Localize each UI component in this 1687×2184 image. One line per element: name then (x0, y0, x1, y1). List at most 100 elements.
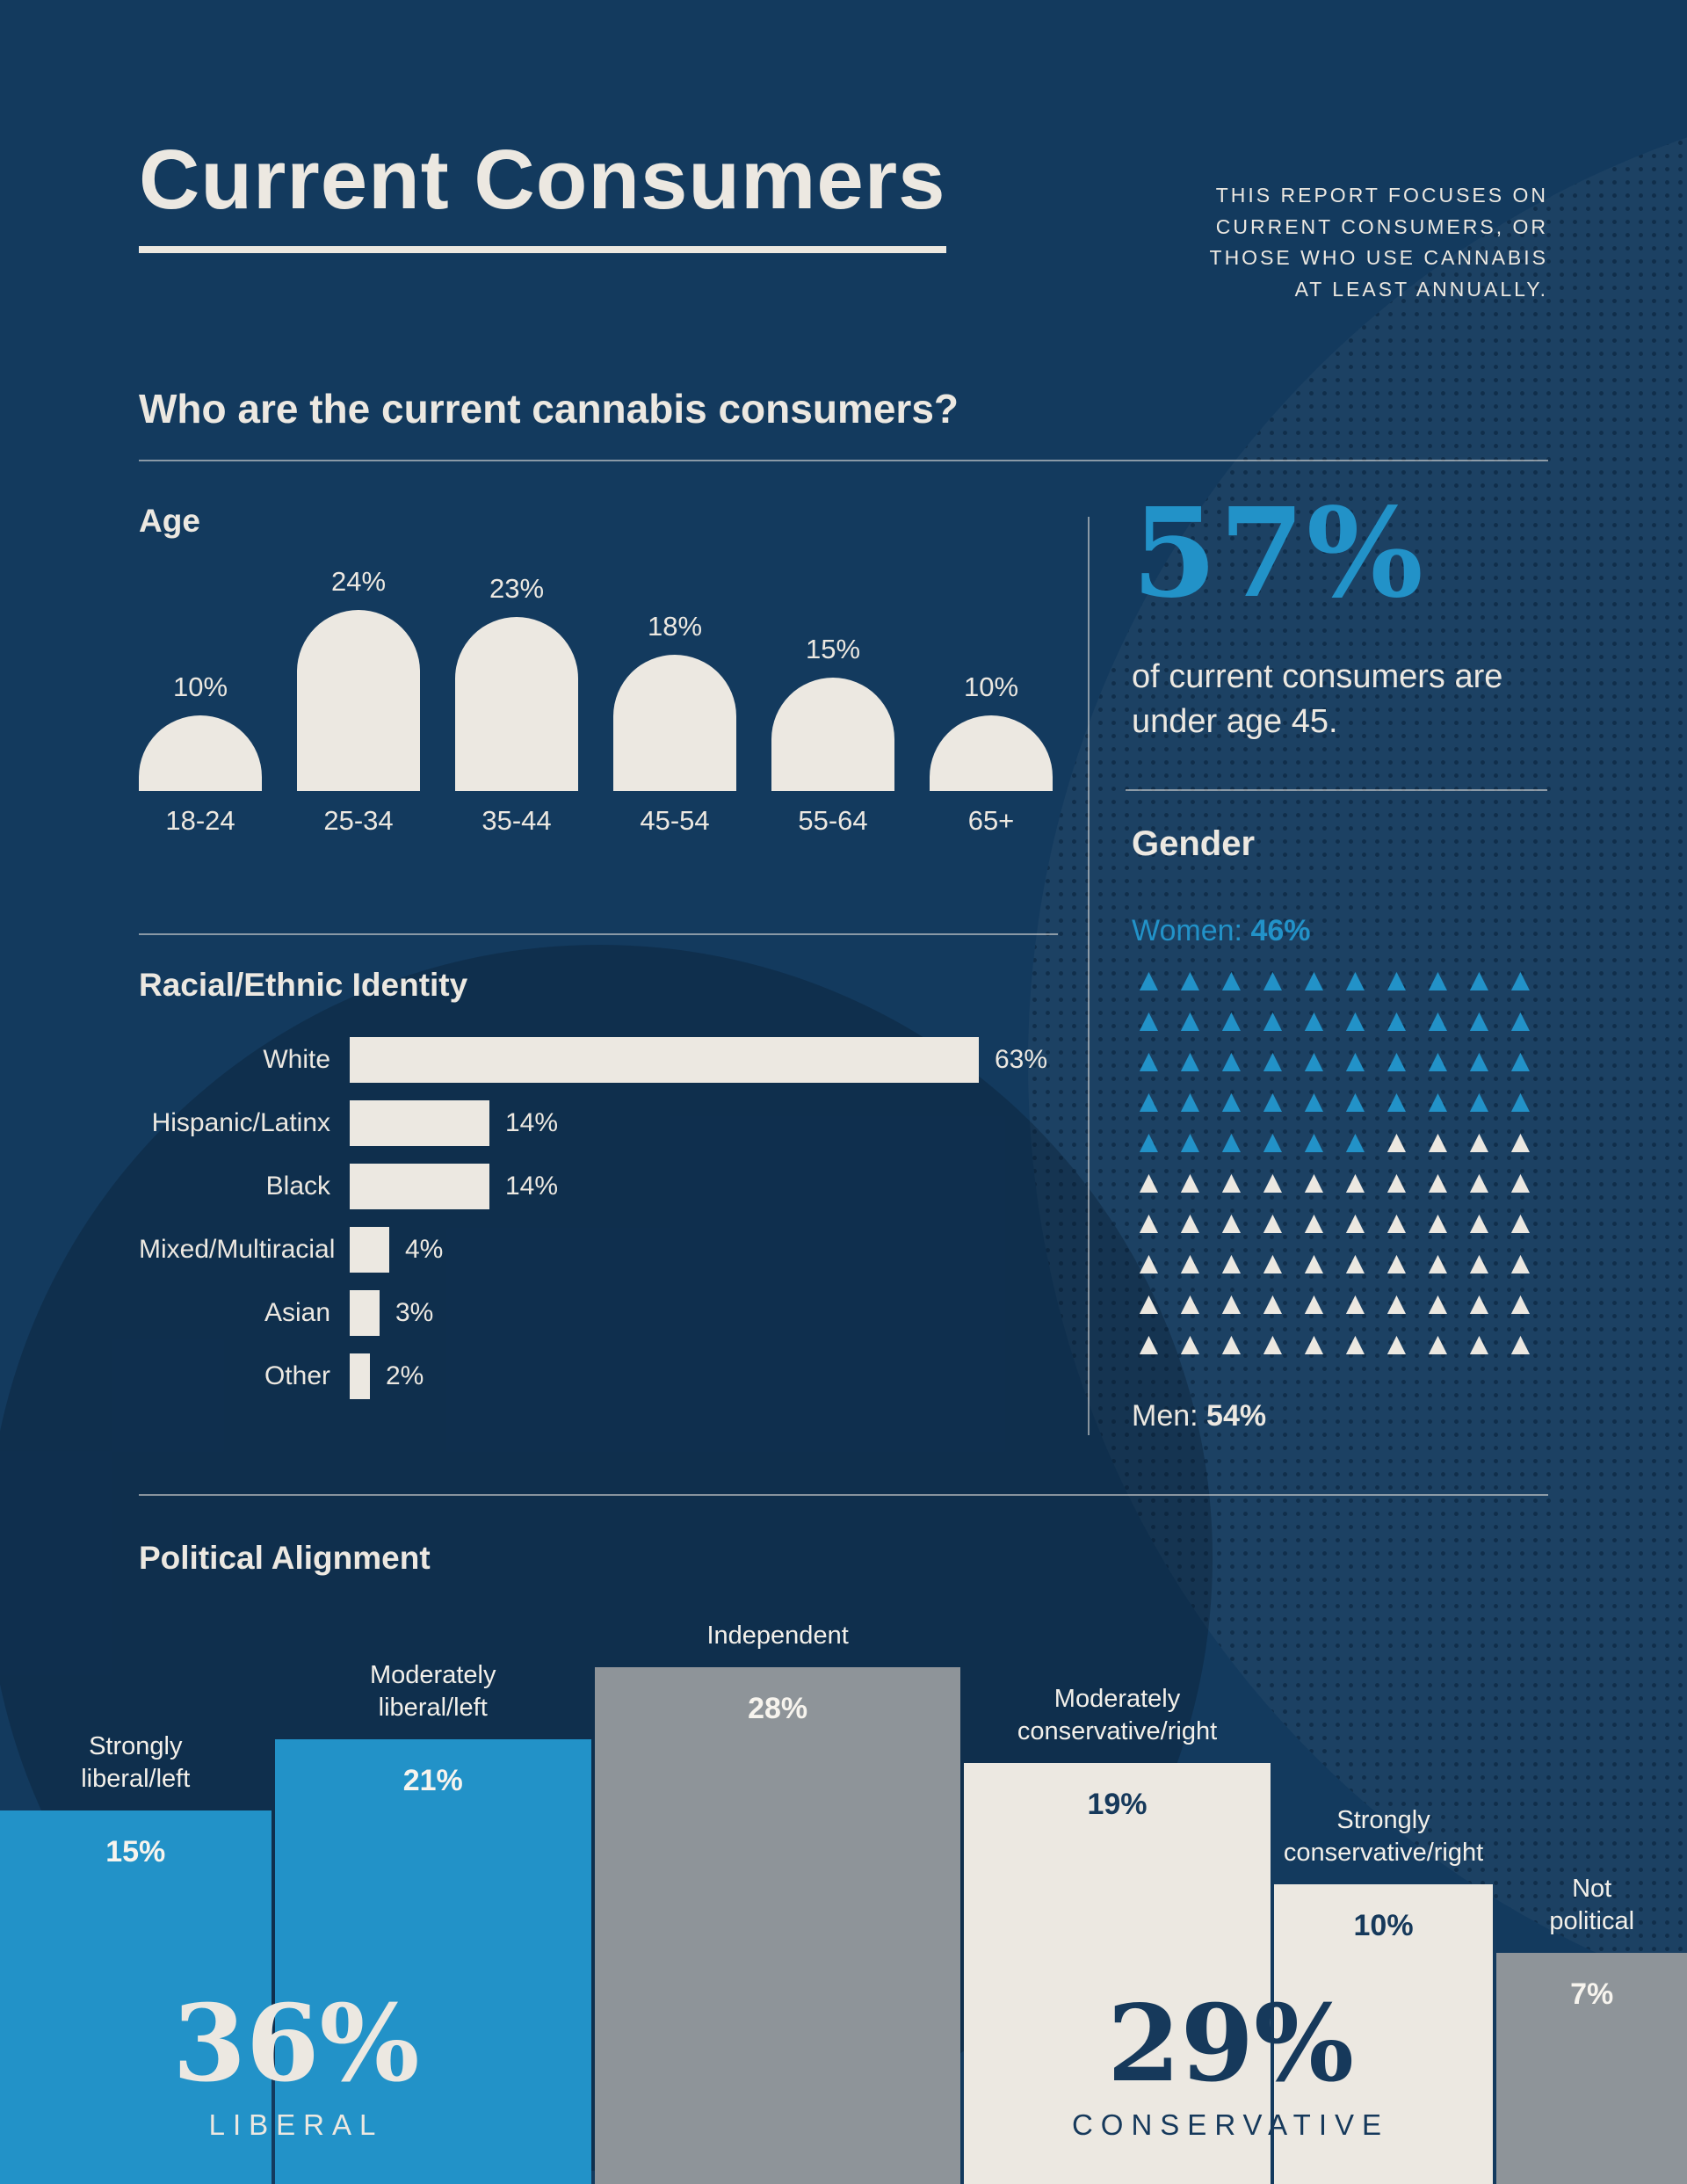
age-bar (139, 715, 262, 791)
political-column: Not political 7% (1496, 1617, 1687, 2184)
political-value-label: 7% (1570, 1977, 1614, 2011)
woman-icon: ▲ (1422, 1083, 1454, 1119)
race-value-label: 14% (505, 1172, 559, 1201)
man-icon: ▲ (1133, 1244, 1165, 1281)
race-bar (350, 1037, 979, 1083)
woman-icon: ▲ (1339, 961, 1372, 998)
woman-icon: ▲ (1174, 1002, 1206, 1038)
race-bar (350, 1227, 389, 1273)
woman-icon: ▲ (1380, 1083, 1413, 1119)
man-icon: ▲ (1298, 1204, 1330, 1240)
political-category-label: Moderately conservative/right (1017, 1684, 1218, 1746)
woman-icon: ▲ (1215, 1002, 1248, 1038)
divider-horizontal-age (139, 933, 1058, 935)
woman-icon: ▲ (1174, 961, 1206, 998)
woman-icon: ▲ (1174, 1083, 1206, 1119)
race-value-label: 14% (505, 1108, 559, 1137)
woman-icon: ▲ (1215, 1083, 1248, 1119)
age-column: 10% 18-24 (139, 671, 262, 837)
woman-icon: ▲ (1298, 1123, 1330, 1159)
man-icon: ▲ (1215, 1164, 1248, 1200)
liberal-summary-value: 36% (172, 1982, 420, 2106)
man-icon: ▲ (1256, 1204, 1289, 1240)
man-icon: ▲ (1422, 1204, 1454, 1240)
political-column: Strongly liberal/left 15% (0, 1617, 272, 2184)
man-icon: ▲ (1422, 1285, 1454, 1321)
political-chart: Strongly liberal/left 15% Moderately liber… (0, 1617, 1687, 2184)
man-icon: ▲ (1380, 1244, 1413, 1281)
woman-icon: ▲ (1298, 1042, 1330, 1078)
woman-icon: ▲ (1463, 1002, 1495, 1038)
woman-icon: ▲ (1504, 1042, 1537, 1078)
man-icon: ▲ (1133, 1164, 1165, 1200)
age-category-label: 25-34 (323, 805, 394, 836)
political-value-label: 21% (402, 1764, 463, 1797)
men-label: Men: (1132, 1399, 1198, 1433)
man-icon: ▲ (1380, 1164, 1413, 1200)
page-title: Current Consumers (139, 132, 946, 253)
man-icon: ▲ (1174, 1285, 1206, 1321)
woman-icon: ▲ (1133, 1002, 1165, 1038)
man-icon: ▲ (1339, 1204, 1372, 1240)
race-row: Black 14% (139, 1164, 1057, 1209)
man-icon: ▲ (1463, 1244, 1495, 1281)
race-bar (350, 1164, 489, 1209)
political-bar: 21% (274, 1739, 591, 2184)
under-45-stat-value: 57% (1132, 482, 1425, 626)
age-category-label: 45-54 (640, 805, 710, 836)
man-icon: ▲ (1504, 1285, 1537, 1321)
man-icon: ▲ (1256, 1285, 1289, 1321)
woman-icon: ▲ (1256, 1002, 1289, 1038)
man-icon: ▲ (1463, 1164, 1495, 1200)
man-icon: ▲ (1380, 1204, 1413, 1240)
political-chart-bars: Strongly liberal/left 15% Moderately liber… (0, 1617, 1687, 2184)
woman-icon: ▲ (1504, 961, 1537, 998)
race-category-label: Other (264, 1361, 330, 1390)
age-value-label: 18% (647, 611, 703, 642)
man-icon: ▲ (1463, 1285, 1495, 1321)
man-icon: ▲ (1298, 1244, 1330, 1281)
race-bar (350, 1100, 489, 1146)
race-category-label: Black (265, 1172, 330, 1201)
political-bar: 19% (964, 1763, 1271, 2184)
liberal-summary: 36% LIBERAL (0, 1989, 592, 2142)
woman-icon: ▲ (1422, 961, 1454, 998)
man-icon: ▲ (1380, 1285, 1413, 1321)
woman-icon: ▲ (1256, 961, 1289, 998)
woman-icon: ▲ (1298, 961, 1330, 998)
political-bar: 15% (0, 1810, 272, 2184)
political-bar: 10% (1273, 1884, 1494, 2184)
woman-icon: ▲ (1298, 1083, 1330, 1119)
conservative-summary: 29% CONSERVATIVE (966, 1989, 1495, 2142)
man-icon: ▲ (1174, 1204, 1206, 1240)
woman-icon: ▲ (1339, 1123, 1372, 1159)
man-icon: ▲ (1339, 1285, 1372, 1321)
race-category-label: Hispanic/Latinx (151, 1108, 330, 1137)
divider-horizontal-race (139, 1494, 1548, 1496)
woman-icon: ▲ (1380, 1042, 1413, 1078)
man-icon: ▲ (1504, 1204, 1537, 1240)
race-row: Hispanic/Latinx 14% (139, 1100, 1057, 1146)
under-45-stat-text: of current consumers are under age 45. (1132, 658, 1503, 741)
liberal-summary-label: LIBERAL (208, 2108, 384, 2141)
man-icon: ▲ (1133, 1204, 1165, 1240)
section-question: Who are the current cannabis consumers? (139, 386, 959, 432)
age-value-label: 10% (963, 671, 1019, 702)
political-column: Moderately conservative/right 19% (964, 1617, 1271, 2184)
man-icon: ▲ (1256, 1325, 1289, 1361)
race-value-label: 2% (386, 1361, 424, 1390)
man-icon: ▲ (1133, 1325, 1165, 1361)
man-icon: ▲ (1504, 1244, 1537, 1281)
age-category-label: 18-24 (165, 805, 235, 836)
political-heading: Political Alignment (139, 1540, 431, 1576)
political-column: Moderately liberal/left 21% (274, 1617, 591, 2184)
age-column: 10% 65+ (930, 671, 1053, 837)
age-value-label: 23% (489, 573, 545, 604)
man-icon: ▲ (1463, 1204, 1495, 1240)
woman-icon: ▲ (1422, 1002, 1454, 1038)
political-category-label: Independent (706, 1622, 849, 1651)
political-bar: 28% (594, 1667, 961, 2184)
political-category-label: Strongly conservative/right (1283, 1805, 1484, 1868)
man-icon: ▲ (1463, 1325, 1495, 1361)
report-note: THIS REPORT FOCUSES ON CURRENT CONSUMERS… (1209, 184, 1548, 301)
